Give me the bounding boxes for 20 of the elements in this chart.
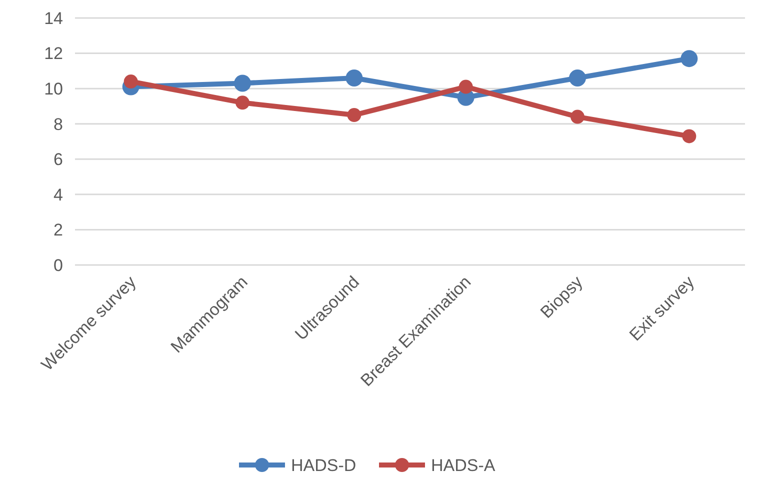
y-tick-label: 4 xyxy=(54,185,63,204)
legend-label: HADS-D xyxy=(291,456,356,475)
point xyxy=(680,50,698,68)
y-tick-label: 2 xyxy=(54,220,63,240)
point xyxy=(234,74,251,92)
point xyxy=(682,129,696,144)
point xyxy=(347,108,362,122)
point xyxy=(569,69,586,86)
y-tick-label: 0 xyxy=(54,256,63,275)
point xyxy=(236,96,250,110)
point xyxy=(570,110,584,124)
y-tick-label: 10 xyxy=(44,80,63,99)
y-tick-label: 8 xyxy=(54,114,63,134)
y-tick-label: 12 xyxy=(44,44,63,64)
point xyxy=(124,74,138,89)
point xyxy=(458,80,473,94)
y-tick-label: 6 xyxy=(54,150,63,170)
y-tick-label: 14 xyxy=(44,8,63,28)
legend-label: HADS-A xyxy=(431,456,496,475)
point xyxy=(346,69,363,86)
